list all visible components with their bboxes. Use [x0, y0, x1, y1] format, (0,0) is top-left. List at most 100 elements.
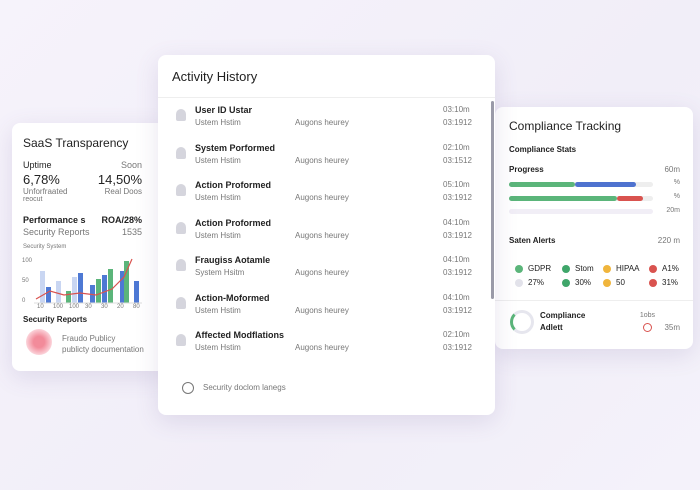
row-time: 04:10m [443, 217, 470, 227]
avatar-icon [176, 184, 186, 196]
activity-row[interactable]: Action Proformed Ustem Hstim Augons heurey… [158, 178, 488, 212]
row-detail: Augons heurey [295, 193, 349, 202]
avatar-icon [176, 259, 186, 271]
row-date: 03:1912 [443, 193, 472, 202]
activity-row[interactable]: Action-Moformed Ustem Hstim Augons heurey 0… [158, 291, 488, 325]
row-subtitle: Ustem Hstim [195, 118, 241, 127]
row-time: 04:10m [443, 255, 470, 264]
row-detail: Augons heurey [295, 230, 349, 240]
label: Compliance [540, 311, 586, 320]
label: reocut [23, 196, 43, 203]
legend-dot [562, 265, 570, 273]
x-label: 30 [85, 304, 92, 310]
row-title: System Porformed [195, 142, 276, 153]
metric: 14,50% [97, 172, 142, 187]
card-title: SaaS Transparency [23, 136, 129, 150]
progress-bar [575, 182, 636, 187]
label: Fraudo Publicy [62, 334, 116, 343]
label: Saten Alerts [509, 236, 556, 245]
y-label: 0 [22, 298, 26, 304]
x-label: 20 [117, 304, 124, 310]
label: Soon [120, 160, 142, 170]
legend-label: 30% [575, 278, 592, 287]
label: publicty documentation [62, 345, 144, 354]
label: 1obs [639, 312, 655, 319]
legend-label: HIPAA [616, 264, 640, 273]
legend-label: GDPR [528, 264, 552, 273]
row-detail: Augons heurey [295, 268, 349, 277]
legend-dot [515, 265, 523, 273]
label: Adlett [540, 323, 563, 332]
row-title: Fraugiss Aotamle [195, 255, 271, 265]
row-subtitle: System Hsitm [195, 268, 245, 277]
scrollbar[interactable] [491, 101, 494, 299]
row-date: 03:1912 [443, 305, 472, 315]
legend-label: 27% [528, 278, 545, 287]
row-time: 03:10m [443, 105, 470, 114]
row-subtitle: Ustem Hstim [195, 230, 241, 240]
bar-label: % [673, 179, 680, 186]
row-date: 03:1912 [443, 343, 472, 352]
row-subtitle: Ustem Hstim [195, 193, 241, 202]
row-title: Affected Modflations [195, 330, 284, 340]
bar-label: % [673, 193, 680, 200]
row-title: User ID Ustar [195, 105, 253, 115]
activity-row[interactable]: System Porformed Ustem Hstim Augons heurey… [158, 141, 488, 175]
avatar-icon [176, 109, 186, 121]
label: 35m [664, 323, 680, 332]
row-date: 03:1512 [443, 155, 472, 165]
legend-dot [603, 265, 611, 273]
avatar-icon [176, 221, 186, 234]
row-detail: Augons heurey [295, 305, 349, 315]
legend-label: 50 [616, 278, 625, 287]
label: 1535 [121, 227, 142, 237]
label: Uptime [23, 160, 52, 170]
legend-dot [603, 279, 611, 287]
label: 60m [664, 165, 680, 174]
row-detail: Augons heurey [295, 155, 349, 165]
alert-icon [643, 323, 652, 332]
legend-label: A1% [662, 264, 679, 273]
legend-label: 31% [662, 278, 679, 287]
track [509, 209, 653, 214]
divider [158, 97, 495, 98]
icon [182, 382, 194, 394]
row-title: Action Proformed [195, 180, 272, 190]
activity-row[interactable]: Affected Modflations Ustem Hstim Augons he… [158, 328, 488, 362]
row-date: 03:1912 [443, 268, 472, 277]
row-title: Action-Moformed [195, 292, 270, 303]
row-detail: Augons heurey [295, 118, 349, 127]
label: Security System [23, 244, 67, 250]
activity-card: Activity History User ID Ustar Ustem Hsti… [158, 55, 495, 415]
footer-text[interactable]: Security doclom lanegs [203, 383, 286, 392]
label: Security Reports [23, 315, 88, 324]
label: Performance s [23, 215, 86, 225]
row-time: 04:10m [443, 292, 470, 302]
progress-bar [509, 182, 575, 187]
activity-row[interactable]: Fraugiss Aotamle System Hsitm Augons heure… [158, 253, 488, 287]
card-title: Compliance Tracking [509, 119, 622, 133]
avatar-icon [176, 296, 186, 309]
legend-dot [562, 279, 570, 287]
progress-bar [617, 196, 643, 201]
progress-bar [509, 196, 617, 201]
activity-row[interactable]: Action Proformed Ustem Hstim Augons heurey… [158, 216, 488, 250]
x-label: 30 [101, 304, 108, 310]
bar-label: 20m [666, 207, 680, 214]
avatar-icon [176, 334, 186, 346]
row-time: 05:10m [443, 180, 470, 189]
legend-dot [515, 279, 523, 287]
mini-chart [34, 258, 142, 304]
label: Compliance Stats [509, 145, 577, 154]
activity-row[interactable]: User ID Ustar Ustem Hstim Augons heurey 03:… [158, 103, 488, 137]
metric: 6,78% [23, 172, 60, 187]
label: Progress [509, 165, 544, 174]
saas-card: SaaS Transparency Uptime Soon 6,78% 14,5… [12, 123, 168, 371]
divider [495, 300, 693, 301]
label: Security Reports [23, 227, 90, 237]
row-subtitle: Ustem Hstim [195, 305, 241, 315]
x-label: 100 [53, 304, 64, 310]
row-title: Action Proformed [195, 217, 272, 228]
row-detail: Augons heurey [295, 343, 349, 352]
